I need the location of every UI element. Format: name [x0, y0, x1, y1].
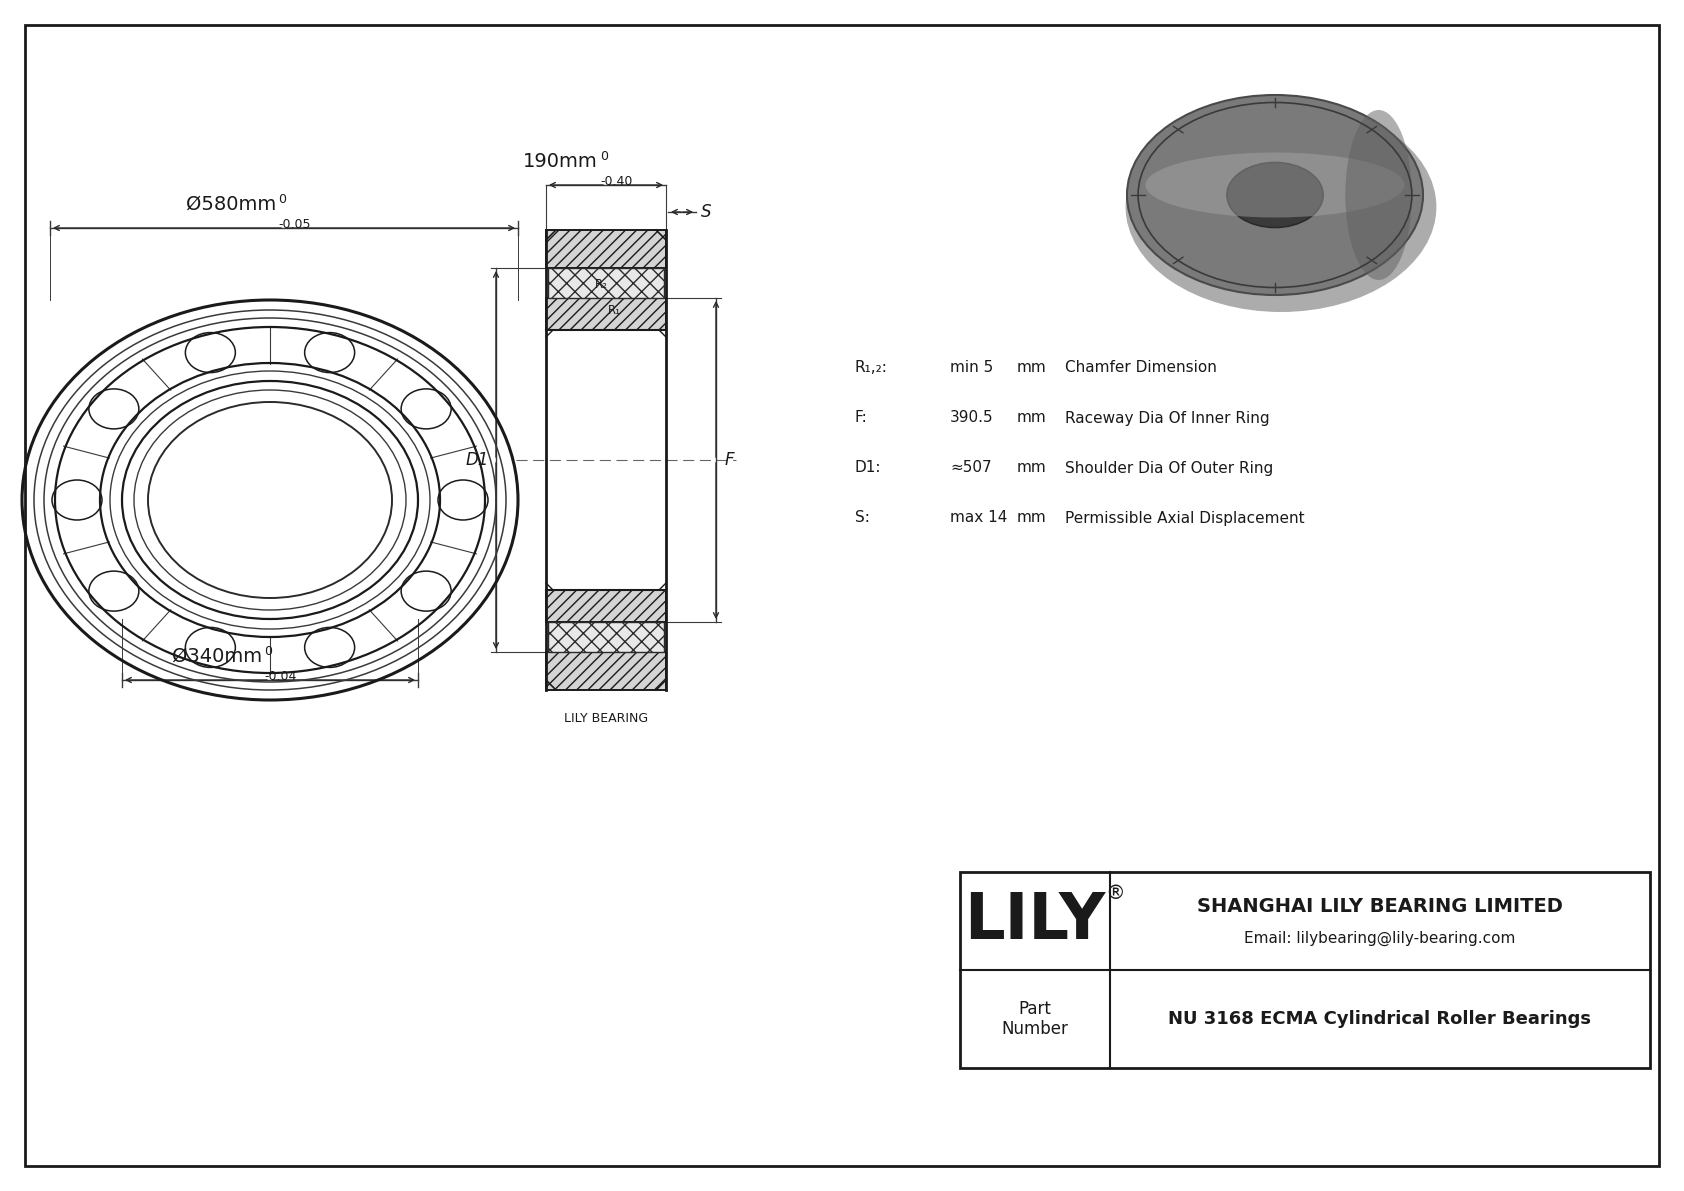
Text: R₁: R₁	[608, 304, 621, 317]
Text: D1:: D1:	[855, 461, 881, 475]
Text: Chamfer Dimension: Chamfer Dimension	[1064, 361, 1218, 375]
Text: ≈507: ≈507	[950, 461, 992, 475]
Text: LILY BEARING: LILY BEARING	[564, 712, 648, 725]
Text: F: F	[726, 451, 734, 469]
Text: Permissible Axial Displacement: Permissible Axial Displacement	[1064, 511, 1305, 525]
Ellipse shape	[1127, 95, 1423, 295]
Text: F:: F:	[855, 411, 867, 425]
Text: mm: mm	[1017, 411, 1047, 425]
Text: Shoulder Dia Of Outer Ring: Shoulder Dia Of Outer Ring	[1064, 461, 1273, 475]
Text: mm: mm	[1017, 511, 1047, 525]
Text: Raceway Dia Of Inner Ring: Raceway Dia Of Inner Ring	[1064, 411, 1270, 425]
Bar	[546, 298, 665, 330]
Text: 0: 0	[278, 193, 286, 206]
Ellipse shape	[1125, 102, 1436, 312]
Bar	[546, 590, 665, 622]
Bar	[547, 268, 663, 298]
Bar	[547, 622, 663, 651]
Text: -0.05: -0.05	[278, 218, 310, 231]
Text: Ø340mm: Ø340mm	[172, 647, 263, 666]
Text: Part
Number: Part Number	[1002, 999, 1068, 1039]
Bar	[546, 651, 665, 690]
Text: max 14: max 14	[950, 511, 1007, 525]
Text: D1: D1	[465, 451, 488, 469]
Text: -0.04: -0.04	[264, 671, 296, 682]
Text: 190mm: 190mm	[524, 152, 598, 172]
Text: S: S	[701, 202, 712, 222]
Text: min 5: min 5	[950, 361, 994, 375]
Text: NU 3168 ECMA Cylindrical Roller Bearings: NU 3168 ECMA Cylindrical Roller Bearings	[1169, 1010, 1591, 1028]
Text: mm: mm	[1017, 461, 1047, 475]
Text: Email: lilybearing@lily-bearing.com: Email: lilybearing@lily-bearing.com	[1244, 930, 1516, 946]
Text: R₁,₂:: R₁,₂:	[855, 361, 887, 375]
Text: ®: ®	[1105, 884, 1125, 903]
Text: R₂: R₂	[594, 278, 608, 291]
Text: -0.40: -0.40	[600, 175, 633, 188]
Text: 390.5: 390.5	[950, 411, 994, 425]
Text: 0: 0	[600, 150, 608, 163]
Ellipse shape	[1228, 162, 1324, 227]
Bar	[546, 230, 665, 268]
Text: Ø580mm: Ø580mm	[185, 195, 276, 214]
Ellipse shape	[1346, 110, 1411, 280]
Text: mm: mm	[1017, 361, 1047, 375]
Text: LILY: LILY	[965, 890, 1106, 952]
Text: 0: 0	[264, 646, 273, 657]
Ellipse shape	[1145, 152, 1404, 218]
Text: SHANGHAI LILY BEARING LIMITED: SHANGHAI LILY BEARING LIMITED	[1197, 897, 1563, 916]
Bar	[960, 872, 1650, 1068]
Text: S:: S:	[855, 511, 871, 525]
